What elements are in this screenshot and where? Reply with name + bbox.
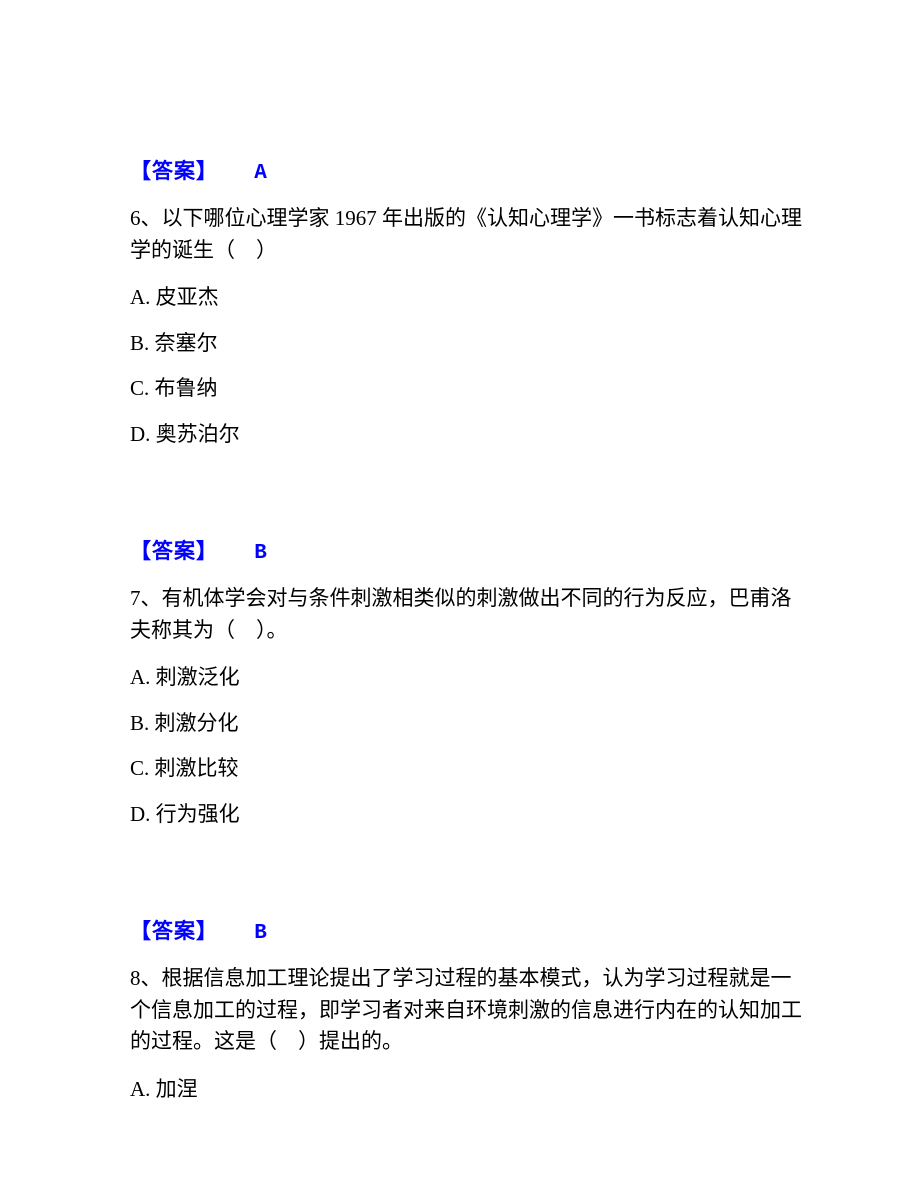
answer-7-label: 【答案】 xyxy=(130,919,218,943)
answer-6-value: B xyxy=(254,542,267,565)
question-6-option-d: D. 奥苏泊尔 xyxy=(130,419,802,451)
question-6-text: 6、以下哪位心理学家 1967 年出版的《认知心理学》一书标志着认知心理学的诞生… xyxy=(130,203,802,266)
question-6-option-c: C. 布鲁纳 xyxy=(130,373,802,405)
answer-7: 【答案】 B xyxy=(130,915,802,945)
answer-5: 【答案】 A xyxy=(130,155,802,185)
question-7-option-a: A. 刺激泛化 xyxy=(130,662,802,694)
question-6-option-a: A. 皮亚杰 xyxy=(130,282,802,314)
answer-6-label: 【答案】 xyxy=(130,539,218,563)
question-7-option-b: B. 刺激分化 xyxy=(130,708,802,740)
answer-7-value: B xyxy=(254,922,267,945)
question-7-option-c: C. 刺激比较 xyxy=(130,753,802,785)
question-8-text: 8、根据信息加工理论提出了学习过程的基本模式，认为学习过程就是一个信息加工的过程… xyxy=(130,963,802,1058)
question-6-option-b: B. 奈塞尔 xyxy=(130,328,802,360)
answer-6: 【答案】 B xyxy=(130,535,802,565)
answer-5-label: 【答案】 xyxy=(130,159,218,183)
question-7-option-d: D. 行为强化 xyxy=(130,799,802,831)
answer-5-value: A xyxy=(254,162,267,185)
question-7-text: 7、有机体学会对与条件刺激相类似的刺激做出不同的行为反应，巴甫洛夫称其为（ ）。 xyxy=(130,583,802,646)
question-8-option-a: A. 加涅 xyxy=(130,1074,802,1106)
